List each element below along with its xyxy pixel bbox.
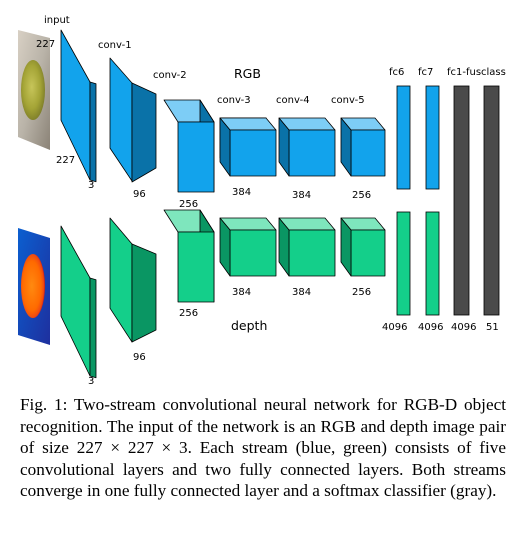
rgb-conv1-front [109,57,133,182]
rgb-conv3-front [229,129,277,177]
label-class: class [481,67,506,78]
depth-conv1-channels: 96 [133,352,146,363]
rgb-conv4-front [288,129,336,177]
label-depth-stream: depth [231,318,267,333]
label-fc6: fc6 [389,67,404,78]
rgb-input-height: 227 [36,39,55,50]
rgb-conv5-left [340,117,352,177]
fc6-depth-bar [396,211,411,316]
rgb-input-image [18,30,50,150]
depth-conv2-channels: 256 [179,308,198,319]
fc6-rgb-bar [396,85,411,190]
label-input: input [44,15,70,26]
depth-conv5-left [340,217,352,277]
depth-conv2 [163,209,215,303]
rgb-conv3-channels: 384 [232,187,251,198]
depth-conv3-front [229,229,277,277]
label-conv3: conv-3 [217,95,251,106]
fc1-fus-bar [453,85,470,316]
label-conv5: conv-5 [331,95,365,106]
depth-conv5-front [350,229,386,277]
depth-input-channels: 3 [88,376,94,387]
depth-conv4-front [288,229,336,277]
label-fc1-fus: fc1-fus [447,67,481,78]
fc7-size: 4096 [418,322,443,333]
depth-conv5-channels: 256 [352,287,371,298]
depth-conv1-side [131,243,157,343]
label-fc7: fc7 [418,67,433,78]
label-rgb-stream: RGB [234,66,261,81]
fc6-size: 4096 [382,322,407,333]
rgb-conv1-channels: 96 [133,189,146,200]
label-conv4: conv-4 [276,95,310,106]
fc7-rgb-bar [425,85,440,190]
rgb-input-slab-side [89,81,97,183]
rgb-input-channels: 3 [88,180,94,191]
rgb-conv3-left [219,117,231,177]
depth-conv3-left [219,217,231,277]
rgb-conv4-left [278,117,290,177]
depth-input-slab-front [60,225,91,377]
fc7-depth-bar [425,211,440,316]
label-conv2: conv-2 [153,70,187,81]
class-bar [483,85,500,316]
rgb-conv2-front [177,121,215,193]
depth-stream [60,209,386,379]
depth-conv1 [109,217,133,343]
label-conv1: conv-1 [98,40,132,51]
depth-input-image [18,228,50,345]
figure-caption: Fig. 1: Two-stream convolutional neural … [20,395,506,500]
rgb-input-width: 227 [56,155,75,166]
depth-conv4-left [278,217,290,277]
depth-conv1-front [109,217,133,343]
rgb-conv5-channels: 256 [352,190,371,201]
rgb-conv2 [163,99,215,193]
depth-conv3-channels: 384 [232,287,251,298]
fully-connected-layers [396,85,500,316]
rgb-input-slab [60,29,97,183]
rgb-conv1 [109,57,133,182]
rgb-stream [60,29,386,193]
depth-input-slab-side [89,277,97,379]
class-size: 51 [486,322,499,333]
depth-input-slab [60,225,97,379]
depth-conv4-channels: 384 [292,287,311,298]
fc1-fus-size: 4096 [451,322,476,333]
rgb-conv5-front [350,129,386,177]
architecture-diagram: input conv-1 conv-2 RGB conv-3 conv-4 co… [18,15,506,387]
depth-conv2-front [177,231,215,303]
rgb-conv1-side [131,82,157,183]
rgb-conv2-channels: 256 [179,199,198,210]
rgb-conv4-channels: 384 [292,190,311,201]
